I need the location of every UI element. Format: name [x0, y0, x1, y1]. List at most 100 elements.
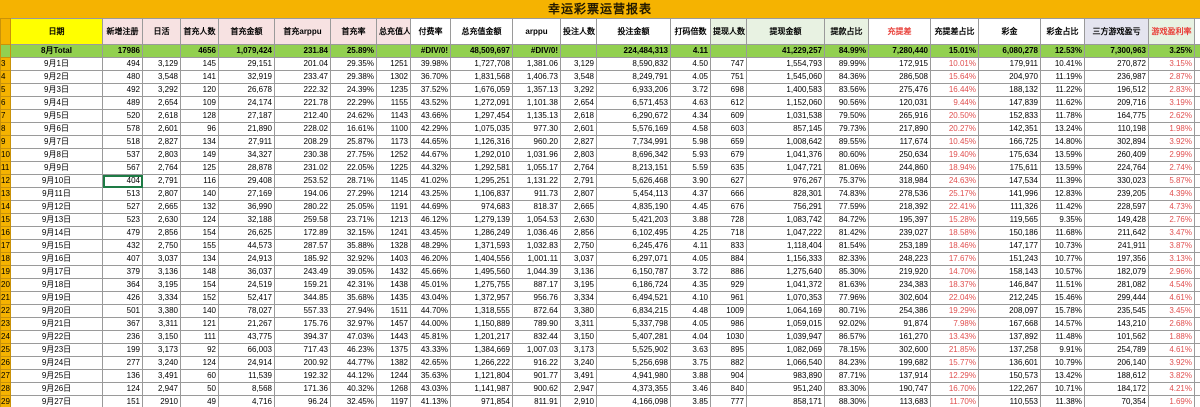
cell-code_mult[interactable]: 3.63 [670, 343, 711, 357]
cell-code_mult[interactable]: 4.63 [670, 96, 711, 110]
table-row[interactable]: 7 9月5日 520 2,618 128 27,187 212.40 24.62% 1143 43… [0, 109, 1200, 123]
cell-net_diff[interactable]: 219,920 [868, 265, 931, 279]
row-number[interactable]: 18 [0, 252, 11, 266]
cell-wd_users[interactable]: 884 [710, 252, 747, 266]
cell-pay_amt[interactable]: 48,509,697 [450, 44, 513, 58]
cell-net_diff_ratio[interactable]: 15.28% [930, 213, 979, 227]
cell-d1[interactable]: 30.21% [1194, 109, 1200, 123]
cell-pay_users[interactable]: 1438 [376, 278, 411, 292]
cell-pay_users[interactable]: 1511 [376, 304, 411, 318]
cell-code_mult[interactable]: 4.25 [670, 226, 711, 240]
cell-new_reg[interactable]: 367 [102, 317, 143, 331]
cell-wd_amt[interactable]: 1,118,404 [746, 239, 825, 253]
cell-dau[interactable]: 3,173 [142, 343, 181, 357]
cell-arppu[interactable]: 1,357.13 [512, 83, 561, 97]
cell-new_reg[interactable]: 494 [102, 57, 143, 71]
table-row[interactable]: 24 9月22日 236 3,150 111 43,775 394.37 47.03% 1443… [0, 330, 1200, 344]
cell-new_reg[interactable]: 489 [102, 96, 143, 110]
cell-wd_ratio[interactable]: 92.02% [824, 317, 869, 331]
cell-net_diff_ratio[interactable]: 13.43% [930, 330, 979, 344]
cell-dau[interactable]: 2,827 [142, 135, 181, 149]
cell-bonus[interactable]: 204,970 [978, 70, 1041, 84]
cell-first_arppu[interactable]: 222.32 [274, 83, 331, 97]
cell-code_mult[interactable]: 4.37 [670, 187, 711, 201]
cell-first_pay_amt[interactable]: 44,573 [218, 239, 275, 253]
cell-wd_users[interactable]: 1009 [710, 304, 747, 318]
cell-bonus_ratio[interactable]: 13.59% [1040, 161, 1085, 175]
cell-wd_amt[interactable]: 1,059,015 [746, 317, 825, 331]
cell-first_pay_users[interactable]: 120 [180, 83, 219, 97]
cell-wd_amt[interactable]: 1,400,583 [746, 83, 825, 97]
cell-first_pay_users[interactable]: 134 [180, 135, 219, 149]
cell-d1[interactable]: 27.69% [1194, 122, 1200, 136]
cell-bonus[interactable]: 208,097 [978, 304, 1041, 318]
column-header-dau[interactable]: 日活 [142, 18, 181, 45]
cell-game_profit_rate[interactable]: 2.87% [1148, 70, 1195, 84]
cell-first_rate[interactable]: 28.71% [330, 174, 377, 188]
cell-first_arppu[interactable]: 394.37 [274, 330, 331, 344]
cell-game_profit_rate[interactable]: 2.68% [1148, 317, 1195, 331]
cell-bonus_ratio[interactable]: 11.19% [1040, 70, 1085, 84]
cell-date[interactable]: 9月3日 [10, 83, 103, 97]
cell-bet_amt[interactable]: 4,373,355 [596, 382, 671, 396]
cell-code_mult[interactable]: 5.93 [670, 148, 711, 162]
column-header-pay_amt[interactable]: 总充值金额 [450, 18, 513, 45]
cell-net_diff_ratio[interactable]: 21.85% [930, 343, 979, 357]
table-row[interactable]: 17 9月15日 432 2,750 155 44,573 287.57 35.88% 1328… [0, 239, 1200, 253]
cell-first_rate[interactable]: 25.05% [330, 200, 377, 214]
cell-first_rate[interactable]: 24.62% [330, 109, 377, 123]
cell-wd_amt[interactable]: 828,301 [746, 187, 825, 201]
cell-bonus_ratio[interactable]: 11.22% [1040, 83, 1085, 97]
cell-wd_ratio[interactable]: 81.54% [824, 239, 869, 253]
cell-code_mult[interactable]: 4.58 [670, 122, 711, 136]
cell-pay_users[interactable]: 1143 [376, 109, 411, 123]
cell-wd_users[interactable]: 1030 [710, 330, 747, 344]
row-number[interactable]: 27 [0, 369, 11, 383]
cell-first_arppu[interactable]: 231.02 [274, 161, 331, 175]
cell-bet_amt[interactable]: 8,213,151 [596, 161, 671, 175]
cell-d1[interactable]: 29.08% [1194, 57, 1200, 71]
cell-wd_users[interactable]: 747 [710, 57, 747, 71]
cell-first_pay_users[interactable]: 96 [180, 122, 219, 136]
cell-first_rate[interactable]: 25.89% [330, 44, 377, 58]
cell-first_pay_amt[interactable]: 1,079,424 [218, 44, 275, 58]
cell-third_party_pl[interactable]: 236,987 [1084, 70, 1149, 84]
cell-third_party_pl[interactable]: 235,545 [1084, 304, 1149, 318]
cell-first_pay_users[interactable]: 4656 [180, 44, 219, 58]
cell-wd_ratio[interactable]: 75.37% [824, 174, 869, 188]
table-row[interactable]: 21 9月19日 426 3,334 152 52,417 344.85 35.68% 1435… [0, 291, 1200, 305]
column-header-net_diff[interactable]: 充提差 [868, 18, 931, 45]
cell-wd_amt[interactable]: 756,291 [746, 200, 825, 214]
cell-first_arppu[interactable]: 221.78 [274, 96, 331, 110]
cell-first_rate[interactable]: 32.92% [330, 252, 377, 266]
column-header-date[interactable]: 日期 [10, 18, 103, 45]
cell-third_party_pl[interactable]: 299,444 [1084, 291, 1149, 305]
cell-first_pay_users[interactable]: 154 [180, 278, 219, 292]
cell-bet_users[interactable]: 2,764 [560, 161, 597, 175]
cell-bonus[interactable]: 147,534 [978, 174, 1041, 188]
row-number[interactable]: 14 [0, 200, 11, 214]
cell-first_arppu[interactable]: 200.92 [274, 356, 331, 370]
cell-net_diff[interactable]: 113,683 [868, 395, 931, 407]
cell-d1[interactable]: 30.92% [1194, 278, 1200, 292]
cell-pay_rate[interactable]: 36.70% [410, 70, 451, 84]
cell-third_party_pl[interactable]: 270,872 [1084, 57, 1149, 71]
row-number[interactable]: 16 [0, 226, 11, 240]
column-header-first_pay_amt[interactable]: 首充金额 [218, 18, 275, 45]
cell-first_pay_amt[interactable]: 26,678 [218, 83, 275, 97]
cell-wd_users[interactable]: 833 [710, 239, 747, 253]
cell-third_party_pl[interactable]: 197,356 [1084, 252, 1149, 266]
cell-first_pay_users[interactable]: 145 [180, 57, 219, 71]
cell-first_arppu[interactable]: 175.76 [274, 317, 331, 331]
cell-net_diff[interactable]: 137,914 [868, 369, 931, 383]
cell-net_diff_ratio[interactable]: 15.01% [930, 44, 979, 58]
cell-bet_users[interactable]: 2,856 [560, 226, 597, 240]
cell-bet_users[interactable]: 2,601 [560, 122, 597, 136]
cell-d1[interactable]: 28.44% [1194, 83, 1200, 97]
cell-d1[interactable]: 36.96% [1194, 330, 1200, 344]
cell-first_pay_amt[interactable]: 27,169 [218, 187, 275, 201]
cell-d1[interactable] [1194, 44, 1200, 58]
cell-code_mult[interactable]: 4.45 [670, 200, 711, 214]
cell-new_reg[interactable]: 124 [102, 382, 143, 396]
cell-bonus_ratio[interactable]: 10.71% [1040, 382, 1085, 396]
